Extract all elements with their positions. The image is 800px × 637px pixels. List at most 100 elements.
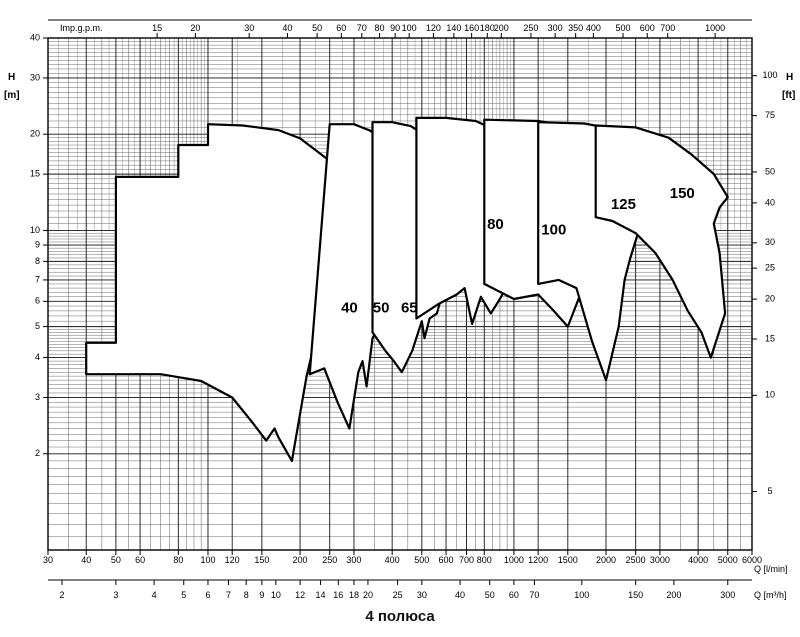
top-tick-label: 700 bbox=[660, 23, 675, 33]
x-tick-label: 500 bbox=[414, 555, 429, 565]
x-tick-label: 100 bbox=[200, 555, 215, 565]
range-label-50: 50 bbox=[373, 299, 390, 316]
top-tick-label: 180 bbox=[480, 23, 495, 33]
x2-tick-label: 3 bbox=[113, 590, 118, 600]
x-tick-label: 700 bbox=[459, 555, 474, 565]
range-label-125: 125 bbox=[611, 196, 636, 213]
y-tick-label: 20 bbox=[30, 129, 40, 139]
top-tick-label: 350 bbox=[568, 23, 583, 33]
y-tick-label: 4 bbox=[35, 352, 40, 362]
x2-tick-label: 10 bbox=[271, 590, 281, 600]
x2-tick-label: 100 bbox=[574, 590, 589, 600]
x-tick-label: 120 bbox=[225, 555, 240, 565]
y-tick-label: 6 bbox=[35, 296, 40, 306]
y2-tick-label: 15 bbox=[765, 333, 775, 343]
y-tick-label: 8 bbox=[35, 256, 40, 266]
top-tick-label: 40 bbox=[282, 23, 292, 33]
y-tick-label: 15 bbox=[30, 169, 40, 179]
x2-tick-label: 25 bbox=[393, 590, 403, 600]
y-axis-right: H [ft] 5 10 15 20 25 30 40 50 75 100 bbox=[752, 70, 795, 496]
x-tick-label: 60 bbox=[135, 555, 145, 565]
y-tick-label: 9 bbox=[35, 239, 40, 249]
x-tick-label: 2000 bbox=[596, 555, 616, 565]
y2-tick-label: 20 bbox=[765, 293, 775, 303]
x2-tick-label: 30 bbox=[417, 590, 427, 600]
x-tick-label: 6000 bbox=[742, 555, 762, 565]
x-tick-label: 400 bbox=[385, 555, 400, 565]
x-tick-label: 2500 bbox=[626, 555, 646, 565]
y2-tick-label: 5 bbox=[767, 486, 772, 496]
x-tick-label: 30 bbox=[43, 555, 53, 565]
x2-tick-label: 2 bbox=[59, 590, 64, 600]
x2-tick-label: 60 bbox=[509, 590, 519, 600]
y-axis-left: H [m] 2 3 4 5 6 7 8 9 10 15 20 30 40 bbox=[4, 32, 48, 458]
x-tick-label: 80 bbox=[173, 555, 183, 565]
x2-tick-label: 7 bbox=[226, 590, 231, 600]
x2-tick-label: 70 bbox=[529, 590, 539, 600]
x-tick-label: 600 bbox=[439, 555, 454, 565]
top-tick-label: 20 bbox=[190, 23, 200, 33]
y-tick-label: 7 bbox=[35, 274, 40, 284]
x2-tick-label: 300 bbox=[720, 590, 735, 600]
y-tick-label: 3 bbox=[35, 392, 40, 402]
x2-tick-label: 8 bbox=[244, 590, 249, 600]
y-tick-label: 5 bbox=[35, 321, 40, 331]
chart-caption: 4 полюса bbox=[365, 608, 435, 625]
x-tick-label: 1000 bbox=[504, 555, 524, 565]
x2-tick-label: 4 bbox=[152, 590, 157, 600]
y-tick-label: 30 bbox=[30, 72, 40, 82]
top-tick-label: 90 bbox=[390, 23, 400, 33]
y2-tick-label: 50 bbox=[765, 166, 775, 176]
top-tick-label: 1000 bbox=[705, 23, 725, 33]
y2-tick-label: 30 bbox=[765, 237, 775, 247]
y2-tick-label: 75 bbox=[765, 110, 775, 120]
x2-tick-label: 9 bbox=[259, 590, 264, 600]
y-tick-label: 2 bbox=[35, 448, 40, 458]
plot-frame bbox=[47, 37, 753, 551]
top-axis: Imp.g.p.m. 15 20 30 40 50 60 70 80 90 100 120 140 16… bbox=[48, 19, 752, 38]
range-area-150 bbox=[594, 124, 729, 359]
x-tick-label: 800 bbox=[477, 555, 492, 565]
x2-tick-label: 18 bbox=[349, 590, 359, 600]
top-tick-label: 15 bbox=[152, 23, 162, 33]
x2-tick-label: 150 bbox=[628, 590, 643, 600]
top-tick-label: 300 bbox=[548, 23, 563, 33]
x2-axis-label: Q [m³/h] bbox=[754, 590, 787, 600]
top-tick-label: 60 bbox=[336, 23, 346, 33]
top-tick-label: 500 bbox=[616, 23, 631, 33]
x-axis-m3h: Q [m³/h] 2 3 4 5 6 7 8 9 10 12 14 16 18 20 25 30 40 50 60 7… bbox=[48, 579, 787, 600]
top-tick-label: 160 bbox=[464, 23, 479, 33]
y-axis-label-unit: [m] bbox=[4, 90, 20, 101]
y-axis-label-h: H bbox=[8, 72, 15, 83]
top-tick-label: 100 bbox=[402, 23, 417, 33]
top-tick-label: 250 bbox=[523, 23, 538, 33]
y-tick-label: 40 bbox=[30, 32, 40, 42]
x2-tick-label: 12 bbox=[295, 590, 305, 600]
y2-axis-label-unit: [ft] bbox=[782, 90, 795, 101]
x-tick-label: 1500 bbox=[558, 555, 578, 565]
top-tick-label: 80 bbox=[375, 23, 385, 33]
top-tick-label: 140 bbox=[446, 23, 461, 33]
range-label-150: 150 bbox=[670, 185, 695, 202]
range-label-80: 80 bbox=[487, 216, 504, 233]
y2-tick-label: 40 bbox=[765, 197, 775, 207]
top-tick-label: 120 bbox=[426, 23, 441, 33]
x2-tick-label: 14 bbox=[316, 590, 326, 600]
x-tick-label: 5000 bbox=[718, 555, 738, 565]
x-tick-label: 3000 bbox=[650, 555, 670, 565]
x2-tick-label: 5 bbox=[181, 590, 186, 600]
x2-tick-label: 50 bbox=[485, 590, 495, 600]
x-tick-label: 300 bbox=[346, 555, 361, 565]
range-label-40: 40 bbox=[341, 299, 358, 316]
x-axis-lpm: Q [l/min] 30 40 50 60 80 100 120 150 200 250 300 40… bbox=[43, 550, 788, 574]
x-tick-label: 50 bbox=[111, 555, 121, 565]
top-tick-label: 200 bbox=[494, 23, 509, 33]
x2-tick-label: 20 bbox=[363, 590, 373, 600]
y2-tick-label: 100 bbox=[762, 70, 777, 80]
x-tick-label: 40 bbox=[81, 555, 91, 565]
series-layer: 40 50 65 80 100 125 150 bbox=[85, 116, 729, 462]
x-tick-label: 4000 bbox=[688, 555, 708, 565]
top-axis-label: Imp.g.p.m. bbox=[60, 23, 103, 33]
y2-tick-label: 25 bbox=[765, 263, 775, 273]
